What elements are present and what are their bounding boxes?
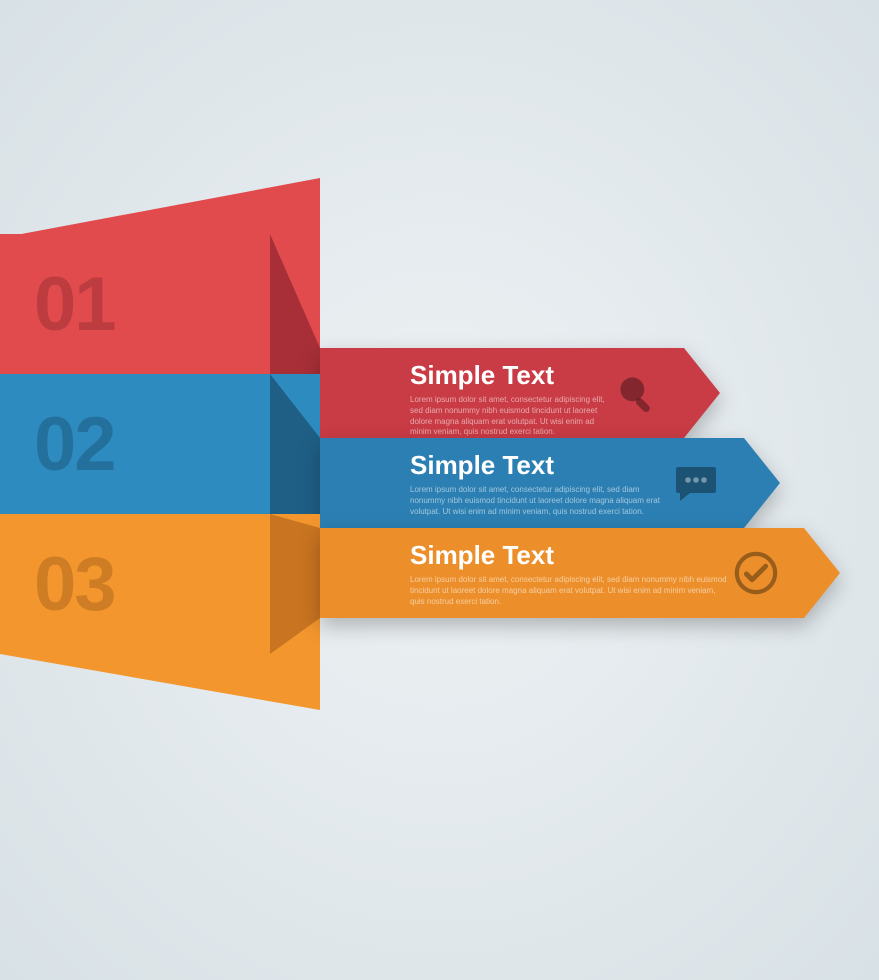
step-ribbon-3: Simple Text Lorem ipsum dolor sit amet, … xyxy=(320,528,840,618)
step-body-1: Lorem ipsum dolor sit amet, consectetur … xyxy=(410,395,610,438)
step-title-1: Simple Text xyxy=(410,360,610,391)
chat-icon xyxy=(670,457,722,509)
search-icon xyxy=(610,367,662,419)
step-number-2: 02 xyxy=(34,401,115,488)
step-title-2: Simple Text xyxy=(410,450,670,481)
step-body-3: Lorem ipsum dolor sit amet, consectetur … xyxy=(410,575,730,607)
top-cap xyxy=(0,178,320,238)
infographic-stage: 01 Simple Text Lorem ipsum dolor sit ame… xyxy=(0,0,879,980)
step-number-3: 03 xyxy=(34,541,115,628)
step-number-1: 01 xyxy=(34,261,115,348)
step-title-3: Simple Text xyxy=(410,540,730,571)
check-icon xyxy=(730,547,782,599)
step-body-2: Lorem ipsum dolor sit amet, consectetur … xyxy=(410,485,670,517)
bottom-cap xyxy=(0,654,320,714)
